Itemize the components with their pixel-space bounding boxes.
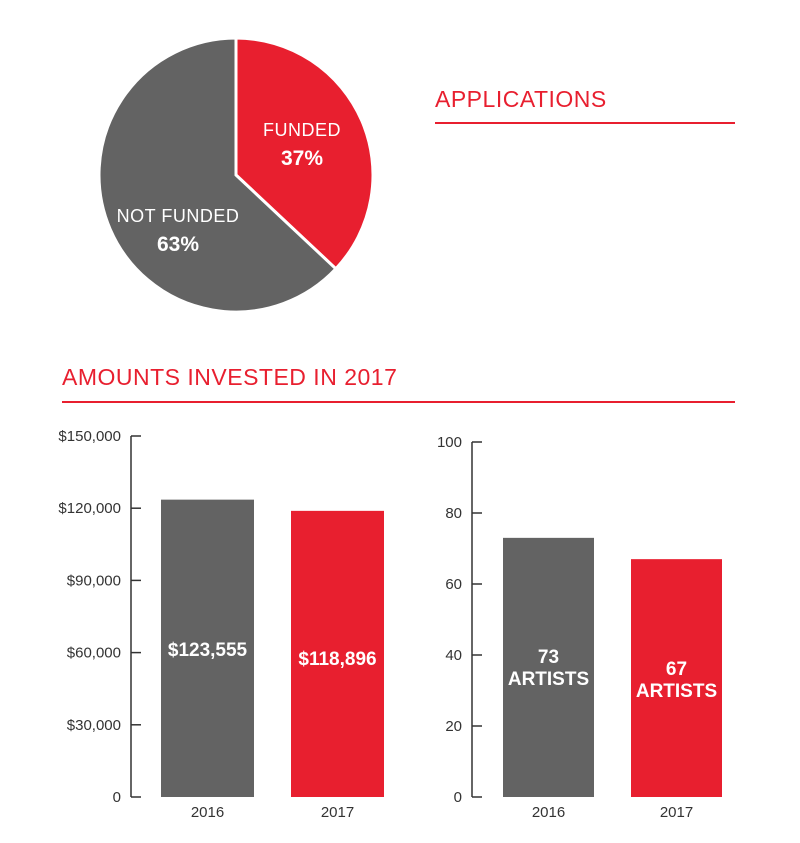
bar-data-label: ARTISTS <box>636 681 717 702</box>
amounts-heading: AMOUNTS INVESTED IN 2017 <box>62 364 398 390</box>
bar-2017 <box>291 510 384 797</box>
applications-rule <box>435 122 735 124</box>
y-tick-label: $120,000 <box>58 500 121 517</box>
y-tick-label: 80 <box>445 505 462 522</box>
y-tick-label: $90,000 <box>67 572 121 589</box>
x-tick-label: 2016 <box>191 804 224 821</box>
y-tick-label: $60,000 <box>67 645 121 662</box>
bar-2017 <box>631 559 722 797</box>
y-tick-label: 40 <box>445 647 462 664</box>
amounts-rule <box>62 401 735 403</box>
bar-data-label: 67 <box>666 659 687 680</box>
y-tick-label: $30,000 <box>67 717 121 734</box>
y-tick-label: $150,000 <box>58 428 121 445</box>
x-tick-label: 2017 <box>321 804 354 821</box>
bar-data-label: 73 <box>538 647 559 668</box>
y-tick-label: 100 <box>437 434 462 451</box>
bar-2016 <box>503 537 594 797</box>
bar-data-label: $118,896 <box>298 649 376 670</box>
bar-data-label: $123,555 <box>168 640 248 661</box>
y-tick-label: 0 <box>454 789 462 806</box>
pie-value-label: 63% <box>157 233 199 256</box>
bar-data-label: ARTISTS <box>508 669 589 690</box>
y-tick-label: 20 <box>445 718 462 735</box>
applications-heading: APPLICATIONS <box>435 86 607 112</box>
pie-label: NOT FUNDED <box>117 206 240 226</box>
x-tick-label: 2016 <box>532 804 565 821</box>
pie-slice-funded <box>234 36 375 271</box>
pie-slice-not-funded <box>97 36 338 314</box>
x-tick-label: 2017 <box>660 804 693 821</box>
pie-label: FUNDED <box>263 120 341 140</box>
y-tick-label: 0 <box>113 789 121 806</box>
bar-2016 <box>161 499 254 797</box>
y-tick-label: 60 <box>445 576 462 593</box>
pie-value-label: 37% <box>281 147 323 170</box>
